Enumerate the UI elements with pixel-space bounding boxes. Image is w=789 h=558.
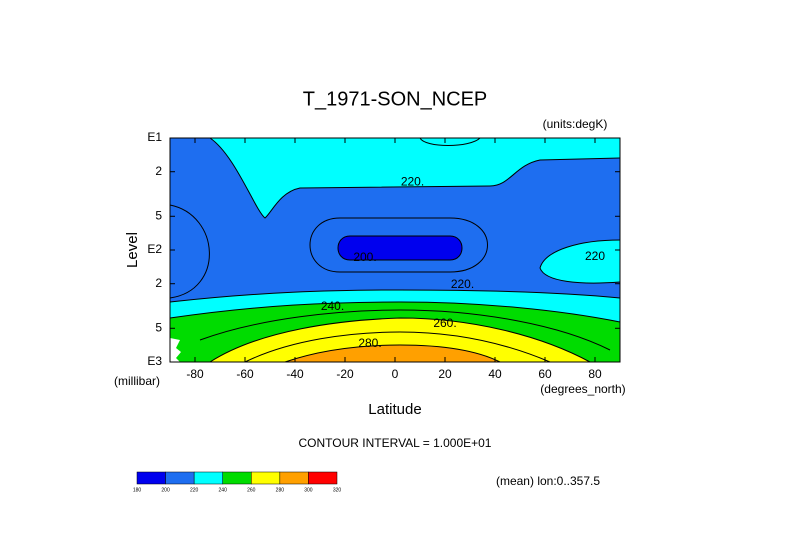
x-unit-label: (degrees_north) <box>540 382 625 396</box>
y-tick-label: 5 <box>155 320 162 334</box>
colorbar-swatch <box>165 471 195 485</box>
contour-label: 200. <box>353 250 376 264</box>
contour-line <box>209 137 621 219</box>
colorbar-label: 260 <box>247 487 256 493</box>
x-tick-label: -80 <box>186 367 204 381</box>
contour-label: 280. <box>358 336 381 350</box>
x-tick-label: 60 <box>538 367 552 381</box>
colorbar-label: 240 <box>219 487 228 493</box>
contour-fill <box>338 236 462 260</box>
contour-lines <box>169 137 621 363</box>
colorbar-swatch <box>251 471 281 485</box>
x-axis-label: Latitude <box>368 401 421 418</box>
contour-fill <box>540 240 620 284</box>
contour-label: 220. <box>401 175 424 189</box>
contour-line <box>539 239 621 284</box>
contour-line <box>419 137 481 146</box>
x-tick-label: 40 <box>488 367 502 381</box>
contour-line <box>169 204 210 299</box>
averaging-label: (mean) lon:0..357.5 <box>496 474 600 488</box>
units-label: (units:degK) <box>543 117 608 131</box>
x-tick-label: -60 <box>236 367 254 381</box>
y-tick-label: E3 <box>147 354 162 368</box>
y-unit-label: (millibar) <box>114 374 160 388</box>
missing-data <box>170 338 181 362</box>
contour-label: 220. <box>451 277 474 291</box>
contour-line <box>169 289 621 303</box>
colorbar-swatch <box>279 471 309 485</box>
contour-fills <box>170 138 620 362</box>
x-tick-label: 80 <box>588 367 602 381</box>
y-tick-label: E2 <box>147 242 162 256</box>
chart-title: T_1971-SON_NCEP <box>303 88 488 110</box>
y-tick-label: E1 <box>147 130 162 144</box>
colorbar-label: 200 <box>161 487 170 493</box>
colorbar-swatch <box>136 471 166 485</box>
y-tick-label: 2 <box>155 164 162 178</box>
contour-interval: CONTOUR INTERVAL = 1.000E+01 <box>299 436 492 450</box>
x-tick-label: -40 <box>286 367 304 381</box>
contour-fill <box>285 345 500 362</box>
colorbar-label: 180 <box>133 487 142 493</box>
colorbar-label: 320 <box>333 487 342 493</box>
contour-line <box>209 317 591 363</box>
contour-label: 260. <box>433 316 456 330</box>
contour-fill <box>210 138 620 218</box>
contour-line <box>337 235 463 261</box>
x-tick-label: 20 <box>438 367 452 381</box>
y-tick-label: 2 <box>155 276 162 290</box>
contour-line <box>284 344 501 363</box>
colorbar-swatch <box>308 471 338 485</box>
colorbar-swatch <box>193 471 223 485</box>
contour-line <box>244 331 551 363</box>
y-tick-label: 5 <box>155 208 162 222</box>
contour-label: 240. <box>321 299 344 313</box>
x-tick-label: 0 <box>392 367 399 381</box>
contour-label: 220 <box>585 249 605 263</box>
colorbar-swatch <box>222 471 252 485</box>
colorbar-label: 220 <box>190 487 199 493</box>
contour-line <box>169 301 621 323</box>
x-tick-label: -20 <box>336 367 354 381</box>
contour-line <box>309 217 488 273</box>
y-axis-label: Level <box>124 232 141 268</box>
colorbar-label: 300 <box>304 487 313 493</box>
contour-line <box>199 309 611 351</box>
contour-fill <box>210 318 590 362</box>
colorbar-label: 280 <box>276 487 285 493</box>
